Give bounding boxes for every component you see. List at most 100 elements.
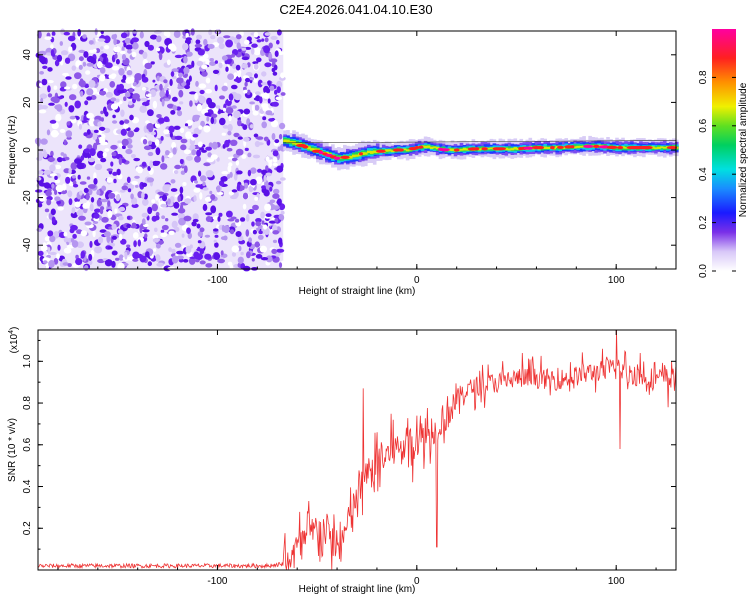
- ridge-hotspot: [557, 145, 564, 149]
- noise-speckle: [189, 91, 197, 95]
- noise-speckle: [101, 216, 109, 223]
- noise-speckle: [232, 63, 237, 70]
- noise-speckle: [278, 214, 284, 220]
- noise-speckle: [280, 177, 286, 181]
- noise-speckle: [244, 81, 248, 87]
- noise-speckle: [55, 184, 64, 193]
- noise-speckle: [254, 241, 260, 248]
- noise-speckle: [118, 254, 124, 261]
- noise-speckle: [160, 203, 167, 208]
- noise-speckle: [71, 207, 76, 214]
- noise-speckle: [219, 117, 226, 126]
- noise-speckle: [192, 133, 199, 138]
- noise-speckle: [163, 129, 170, 135]
- noise-speckle: [226, 147, 233, 152]
- noise-speckle: [179, 186, 184, 194]
- noise-speckle: [93, 129, 99, 133]
- noise-speckle: [47, 85, 51, 93]
- noise-speckle: [261, 220, 265, 225]
- noise-speckle: [42, 65, 48, 70]
- noise-speckle: [47, 80, 54, 84]
- colorbar-tick-label: 0.0: [698, 264, 709, 278]
- noise-speckle: [92, 229, 96, 238]
- noise-speckle: [241, 56, 250, 61]
- noise-speckle: [86, 129, 91, 135]
- noise-speckle: [179, 101, 184, 105]
- noise-speckle: [199, 227, 205, 233]
- noise-speckle: [56, 200, 61, 205]
- ridge-cell: [390, 150, 395, 153]
- noise-speckle: [69, 115, 76, 120]
- noise-speckle: [83, 51, 89, 58]
- noise-speckle: [96, 150, 105, 159]
- noise-speckle: [274, 89, 278, 95]
- ridge-cell: [489, 147, 494, 150]
- ridge-cell: [462, 147, 467, 151]
- noise-speckle: [163, 85, 167, 92]
- noise-speckle: [149, 160, 153, 169]
- noise-speckle: [195, 39, 201, 45]
- noise-speckle: [268, 161, 273, 168]
- noise-speckle: [198, 95, 203, 99]
- noise-speckle: [145, 120, 150, 124]
- noise-speckle: [240, 251, 244, 256]
- noise-speckle: [208, 142, 213, 149]
- noise-speckle: [115, 257, 120, 261]
- noise-speckle: [47, 246, 51, 255]
- noise-speckle: [161, 98, 165, 107]
- noise-speckle: [270, 35, 278, 40]
- noise-speckle: [147, 109, 154, 117]
- noise-speckle: [171, 68, 179, 73]
- noise-speckle: [54, 59, 60, 67]
- noise-speckle: [278, 237, 283, 245]
- noise-speckle: [57, 206, 64, 211]
- noise-speckle: [247, 169, 252, 177]
- noise-speckle: [235, 231, 242, 237]
- noise-speckle: [85, 192, 90, 201]
- ridge-cell: [286, 139, 290, 143]
- noise-speckle: [195, 253, 203, 260]
- noise-speckle: [251, 104, 255, 112]
- ridge-cell: [477, 148, 482, 151]
- noise-speckle: [43, 169, 52, 175]
- noise-speckle: [141, 191, 145, 199]
- noise-speckle: [174, 135, 183, 140]
- noise-speckle: [116, 168, 121, 176]
- noise-speckle: [103, 231, 111, 238]
- noise-speckle: [268, 220, 277, 224]
- noise-speckle: [196, 103, 203, 112]
- noise-speckle: [205, 170, 214, 178]
- noise-speckle: [210, 154, 218, 160]
- noise-speckle: [274, 218, 279, 223]
- snr-series-line: [37, 329, 677, 570]
- noise-speckle: [86, 176, 91, 180]
- noise-speckle: [268, 52, 273, 60]
- noise-speckle: [191, 149, 197, 156]
- noise-speckle: [155, 147, 161, 156]
- ridge-cell: [486, 147, 491, 150]
- noise-speckle: [267, 80, 271, 86]
- noise-speckle: [272, 162, 278, 167]
- noise-speckle: [174, 242, 182, 248]
- noise-speckle: [47, 230, 54, 237]
- noise-speckle: [77, 28, 82, 37]
- noise-speckle: [37, 170, 44, 175]
- ridge-cell: [576, 145, 580, 148]
- noise-speckle: [168, 230, 175, 236]
- noise-speckle: [38, 109, 47, 114]
- spectrogram-x-label: Height of straight line (km): [299, 286, 416, 297]
- noise-speckle: [65, 130, 73, 138]
- ridge-hotspot: [359, 152, 363, 156]
- noise-speckle: [148, 125, 154, 133]
- noise-speckle: [214, 234, 219, 238]
- noise-speckle: [214, 242, 219, 248]
- noise-speckle: [276, 165, 284, 173]
- noise-speckle: [126, 223, 132, 229]
- colorbar: 0.0 0.2 0.4 0.6 0.8 Normalized spectral ampl…: [698, 29, 749, 278]
- noise-speckle: [44, 236, 51, 242]
- noise-speckle: [222, 107, 227, 112]
- noise-speckle: [269, 199, 276, 204]
- noise-speckle: [263, 189, 270, 197]
- noise-speckle: [70, 224, 78, 231]
- noise-speckle: [270, 119, 279, 128]
